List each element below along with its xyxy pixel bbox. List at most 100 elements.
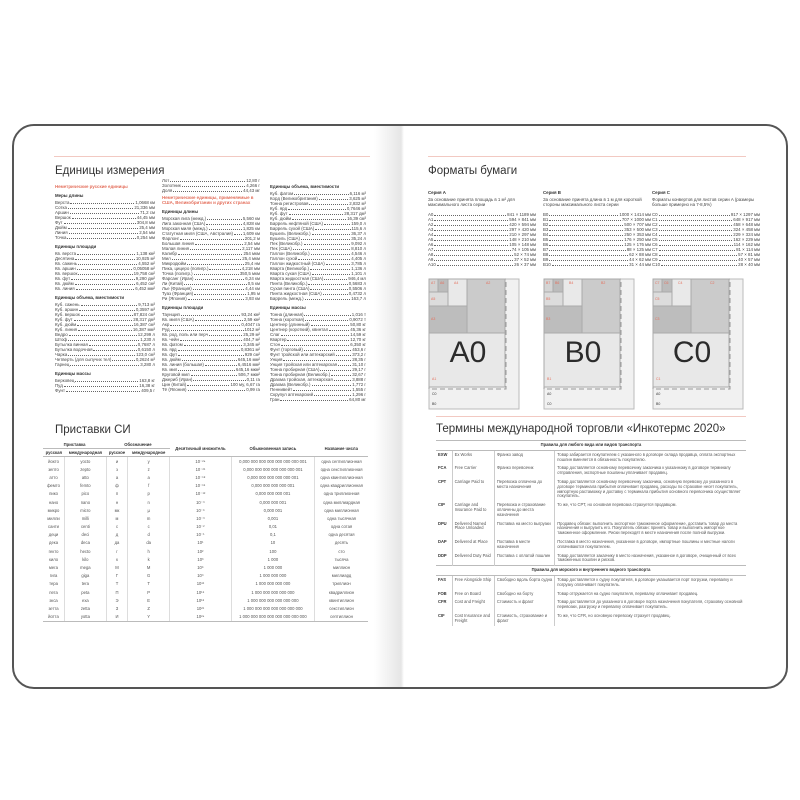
si-cell: hecto bbox=[64, 547, 107, 556]
leader-dots bbox=[303, 349, 352, 351]
unit-value: 25,29 м² bbox=[243, 332, 260, 337]
unit-value: 19,758 см² bbox=[133, 271, 155, 276]
incoterms-cell: Товар доставляется основному перевозчику… bbox=[554, 464, 746, 478]
unit: мм bbox=[529, 232, 536, 237]
incoterms-section: Правила для морского и внутреннего водно… bbox=[436, 565, 746, 576]
incoterms-cell: Свободно на борту bbox=[493, 589, 555, 599]
th-ru-sym: русское bbox=[106, 448, 128, 457]
unit-value: 6,24 км bbox=[245, 276, 260, 281]
format-name: B10 bbox=[543, 262, 551, 267]
unit-name: Кв. дюйм bbox=[55, 281, 74, 286]
leader-dots bbox=[190, 374, 238, 376]
unit-name: Ведро bbox=[55, 332, 68, 337]
unit: мм bbox=[644, 222, 651, 227]
si-row: йокто yocto и y 10⁻²⁴ 0,000 000 000 000 000 0… bbox=[43, 456, 368, 466]
leader-dots bbox=[190, 248, 242, 250]
unit-value: 254 мкм bbox=[243, 251, 260, 256]
leader-dots bbox=[549, 254, 629, 256]
unit: мм bbox=[529, 227, 536, 232]
si-cell: атто bbox=[49, 474, 58, 480]
si-row: гекто hecto г h 10² 100 сто bbox=[43, 547, 368, 556]
th-mult: Десятичный множитель bbox=[169, 441, 232, 457]
units-title: Единицы измерения bbox=[55, 165, 165, 177]
leader-dots bbox=[70, 202, 135, 204]
incoterms-cell: Carriage and Insurance Paid to bbox=[451, 501, 495, 520]
unit-row: Чарка 123,0 см³ bbox=[55, 352, 155, 357]
series-name: Серия B bbox=[543, 190, 561, 195]
unit-value: 2,54 мм bbox=[244, 241, 260, 246]
unit: мм bbox=[529, 217, 536, 222]
unit-name: Стон bbox=[270, 342, 280, 347]
incoterms-cell: Delivered at Place bbox=[451, 537, 495, 552]
unit-name: Четверть (для сыпучих тел) bbox=[55, 357, 112, 362]
label: C4 bbox=[678, 281, 683, 285]
unit-name: Баррель сухой (США) bbox=[270, 226, 315, 231]
section-heading: Неметрические русские единицы bbox=[55, 184, 128, 189]
si-prefix-table: Приставка Обозначение Десятичный множите… bbox=[43, 441, 368, 622]
unit-value: 36,37 л bbox=[351, 231, 366, 236]
si-cell: 10¹⁵ bbox=[169, 588, 232, 597]
unit-row: Кв. миля (США) 2,59 км² bbox=[162, 317, 260, 322]
unit-name: Пинта (Великобр.) bbox=[270, 281, 308, 286]
si-cell: одна квадриллионная bbox=[314, 481, 368, 490]
unit-name: Куб. дюйм bbox=[55, 322, 77, 327]
si-row: кило kilo к k 10³ 1 000 тысяча bbox=[43, 555, 368, 564]
leader-dots bbox=[434, 229, 509, 231]
leader-dots bbox=[180, 238, 244, 240]
paper-series: Серия A За основание принята площадь в 1 … bbox=[428, 186, 536, 267]
unit-row: Кв. сажень 4,552 м² bbox=[55, 261, 155, 266]
unit-name: Слаг bbox=[270, 332, 280, 337]
si-cell: пета bbox=[49, 589, 58, 595]
unit-row: Баррель нефтяной (США) 159,0 л bbox=[270, 221, 366, 226]
unit-row: Калибр 254 мкм bbox=[162, 251, 260, 256]
si-cell: гекто bbox=[48, 548, 59, 554]
format-name: A1 bbox=[428, 217, 434, 222]
leader-dots bbox=[184, 283, 247, 285]
label: A0 bbox=[547, 392, 551, 396]
unit-name: Доля bbox=[162, 188, 173, 193]
si-cell: одна миллиардная bbox=[314, 497, 368, 507]
unit-value: 0,11 га bbox=[246, 377, 260, 382]
th-symbol: Обозначение bbox=[106, 441, 170, 449]
unit-value: 9,713 м³ bbox=[138, 302, 155, 307]
unit-row: Куб. ярд 0,7646 м³ bbox=[270, 206, 366, 211]
unit-name: Лье (Франция) bbox=[162, 286, 192, 291]
leader-dots bbox=[178, 354, 244, 356]
leader-dots bbox=[434, 249, 511, 251]
si-cell: тера bbox=[49, 581, 58, 587]
unit-row: Скрупул аптекарский 1,296 г bbox=[270, 392, 366, 397]
si-cell: kilo bbox=[64, 555, 107, 564]
format-name: A5 bbox=[428, 237, 434, 242]
unit-value: 21,336 мм bbox=[134, 205, 155, 210]
unit-row: Тё (Япония) 0,99 га bbox=[162, 387, 260, 392]
format-size: 57 × 81 bbox=[738, 252, 753, 257]
incoterms-cell: FAS bbox=[438, 576, 446, 582]
incoterms-cell: FOB bbox=[438, 590, 447, 596]
unit-name: Гарнец bbox=[55, 362, 70, 367]
unit-value: 8,810 л bbox=[351, 246, 366, 251]
format-name: C8 bbox=[652, 252, 658, 257]
unit-value: 0,6150 л bbox=[137, 347, 155, 352]
unit: мм bbox=[644, 237, 651, 242]
unit-row: Десятина 10,925 м² bbox=[55, 256, 155, 261]
unit: мм bbox=[753, 217, 760, 222]
si-cell: 0,000 000 001 bbox=[230, 497, 315, 507]
leader-dots bbox=[549, 249, 626, 251]
si-cell: d bbox=[127, 530, 170, 539]
unit-value: 64,80 мг bbox=[349, 397, 366, 402]
label: B5 bbox=[546, 297, 550, 301]
unit: мм bbox=[753, 247, 760, 252]
incoterms-cell: Товар доставляется основному перевозчику… bbox=[554, 477, 746, 502]
unit-name: Фарлонг bbox=[162, 236, 180, 241]
unit: мм bbox=[753, 257, 760, 262]
unit-row: Баррель сухой (США) 115,6 л bbox=[270, 226, 366, 231]
unit-value: 159,0 л bbox=[351, 221, 366, 226]
si-cell: кило bbox=[49, 556, 59, 562]
unit-value: 453,6 г bbox=[352, 347, 366, 352]
unit-row: Баррель (межд.) 163,7 л bbox=[270, 296, 366, 301]
unit-row: Акр 0,4047 га bbox=[162, 322, 260, 327]
si-cell: секстиллион bbox=[314, 604, 368, 613]
leader-dots bbox=[434, 259, 514, 261]
si-cell: 1 000 000 000 000 000 000 000 000 bbox=[230, 612, 315, 622]
unit-row: Кв. фут 9,290 дм² bbox=[55, 276, 155, 281]
